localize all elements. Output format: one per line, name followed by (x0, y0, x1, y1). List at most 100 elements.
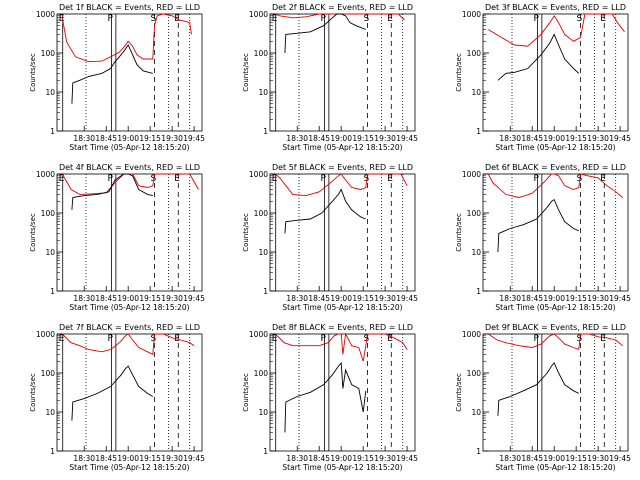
marker-label: E (387, 14, 393, 24)
x-axis-label: Start Time (05-Apr-12 18:15:20) (282, 303, 402, 312)
marker-label: P (320, 174, 326, 184)
lld-rate-line (61, 173, 199, 195)
plot-frame (56, 333, 203, 452)
y-tick-label: 10 (258, 88, 268, 97)
y-tick-label: 100 (254, 369, 269, 378)
y-tick-label: 1 (50, 127, 55, 136)
plot-frame (482, 173, 629, 292)
lld-rate-line (274, 332, 408, 362)
chart-title: Det 1f BLACK = Events, RED = LLD (59, 3, 200, 12)
y-tick-label: 100 (254, 49, 269, 58)
x-tick-label: 18:30 (499, 454, 521, 463)
y-tick-label: 1000 (249, 170, 268, 179)
y-tick-label: 100 (467, 209, 482, 218)
lld-rate-line (61, 13, 192, 63)
panel-det-6f: Det 6f BLACK = Events, RED = LLD 1 10 100 10… (455, 163, 631, 312)
y-tick-label: 1000 (249, 330, 268, 339)
x-axis-label: Start Time (05-Apr-12 18:15:20) (495, 463, 615, 472)
events-rate-line (71, 173, 153, 210)
x-axis-label: Start Time (05-Apr-12 18:15:20) (495, 143, 615, 152)
x-tick-label: 19:00 (117, 454, 139, 463)
x-tick-label: 19:15 (139, 134, 161, 143)
y-tick-label: 100 (254, 209, 269, 218)
x-tick-label: 19:15 (352, 134, 374, 143)
lld-rate-line (61, 333, 195, 356)
x-tick-label: 19:15 (352, 454, 374, 463)
x-tick-label: 18:30 (286, 134, 308, 143)
x-tick-label: 18:30 (499, 134, 521, 143)
y-tick-label: 1 (263, 127, 268, 136)
marker-label: E (272, 14, 278, 24)
events-rate-line (71, 365, 154, 421)
x-tick-label: 19:30 (161, 134, 183, 143)
x-tick-label: 19:45 (396, 294, 418, 303)
y-tick-label: 1 (476, 447, 481, 456)
marker-label: P (107, 14, 113, 24)
marker-label: P (320, 334, 326, 344)
marker-label: P (107, 174, 113, 184)
x-axis-label: Start Time (05-Apr-12 18:15:20) (69, 303, 189, 312)
x-tick-label: 19:15 (565, 294, 587, 303)
lld-rate-line (275, 173, 408, 197)
marker-label: S (364, 14, 370, 24)
x-tick-label: 19:00 (330, 134, 352, 143)
y-tick-label: 100 (41, 49, 56, 58)
y-tick-label: 1000 (36, 10, 55, 19)
y-axis-label: Counts/sec (455, 373, 463, 412)
y-tick-label: 1 (263, 447, 268, 456)
marker-label: E (600, 14, 606, 24)
y-tick-label: 10 (471, 408, 481, 417)
x-tick-label: 19:45 (183, 134, 205, 143)
y-axis-label: Counts/sec (242, 373, 250, 412)
x-tick-label: 18:30 (499, 294, 521, 303)
x-tick-label: 19:00 (543, 294, 565, 303)
x-tick-label: 19:45 (609, 294, 631, 303)
marker-label: S (577, 14, 583, 24)
chart-title: Det 8f BLACK = Events, RED = LLD (272, 323, 413, 332)
panel-det-4f: Det 4f BLACK = Events, RED = LLD 1 10 100 10… (29, 163, 205, 312)
y-axis-label: Counts/sec (29, 53, 37, 92)
y-tick-label: 1 (476, 287, 481, 296)
y-tick-label: 10 (258, 248, 268, 257)
x-tick-label: 19:30 (374, 294, 396, 303)
x-tick-label: 18:30 (286, 294, 308, 303)
lld-rate-line (275, 13, 405, 21)
marker-label: P (107, 334, 113, 344)
events-rate-line (284, 361, 367, 433)
x-tick-label: 18:45 (521, 134, 543, 143)
y-tick-label: 1000 (36, 170, 55, 179)
x-tick-label: 19:45 (183, 294, 205, 303)
marker-label: E (59, 174, 65, 184)
x-tick-label: 19:15 (565, 454, 587, 463)
x-tick-label: 19:15 (139, 294, 161, 303)
y-tick-label: 1000 (462, 10, 481, 19)
x-tick-label: 19:30 (374, 134, 396, 143)
marker-label: P (320, 14, 326, 24)
x-tick-label: 18:45 (521, 294, 543, 303)
y-axis-label: Counts/sec (455, 213, 463, 252)
chart-title: Det 2f BLACK = Events, RED = LLD (272, 3, 413, 12)
events-rate-line (497, 362, 579, 416)
x-tick-label: 19:30 (587, 294, 609, 303)
chart-title: Det 9f BLACK = Events, RED = LLD (485, 323, 626, 332)
y-tick-label: 10 (258, 408, 268, 417)
chart-title: Det 6f BLACK = Events, RED = LLD (485, 163, 626, 172)
panel-det-2f: Det 2f BLACK = Events, RED = LLD 1 10 100 10… (242, 3, 418, 152)
marker-label: E (272, 174, 278, 184)
chart-title: Det 7f BLACK = Events, RED = LLD (59, 323, 200, 332)
y-tick-label: 10 (45, 88, 55, 97)
marker-label: E (59, 14, 65, 24)
marker-label: E (174, 174, 180, 184)
x-tick-label: 19:15 (139, 454, 161, 463)
y-tick-label: 1000 (36, 330, 55, 339)
plot-frame (269, 333, 416, 452)
x-tick-label: 18:45 (308, 294, 330, 303)
x-tick-label: 19:00 (117, 134, 139, 143)
x-tick-label: 18:45 (95, 454, 117, 463)
x-axis-label: Start Time (05-Apr-12 18:15:20) (282, 463, 402, 472)
x-tick-label: 19:45 (396, 134, 418, 143)
lld-rate-line (488, 13, 625, 47)
x-axis-label: Start Time (05-Apr-12 18:15:20) (282, 143, 402, 152)
x-axis-label: Start Time (05-Apr-12 18:15:20) (69, 463, 189, 472)
x-tick-label: 18:45 (95, 134, 117, 143)
